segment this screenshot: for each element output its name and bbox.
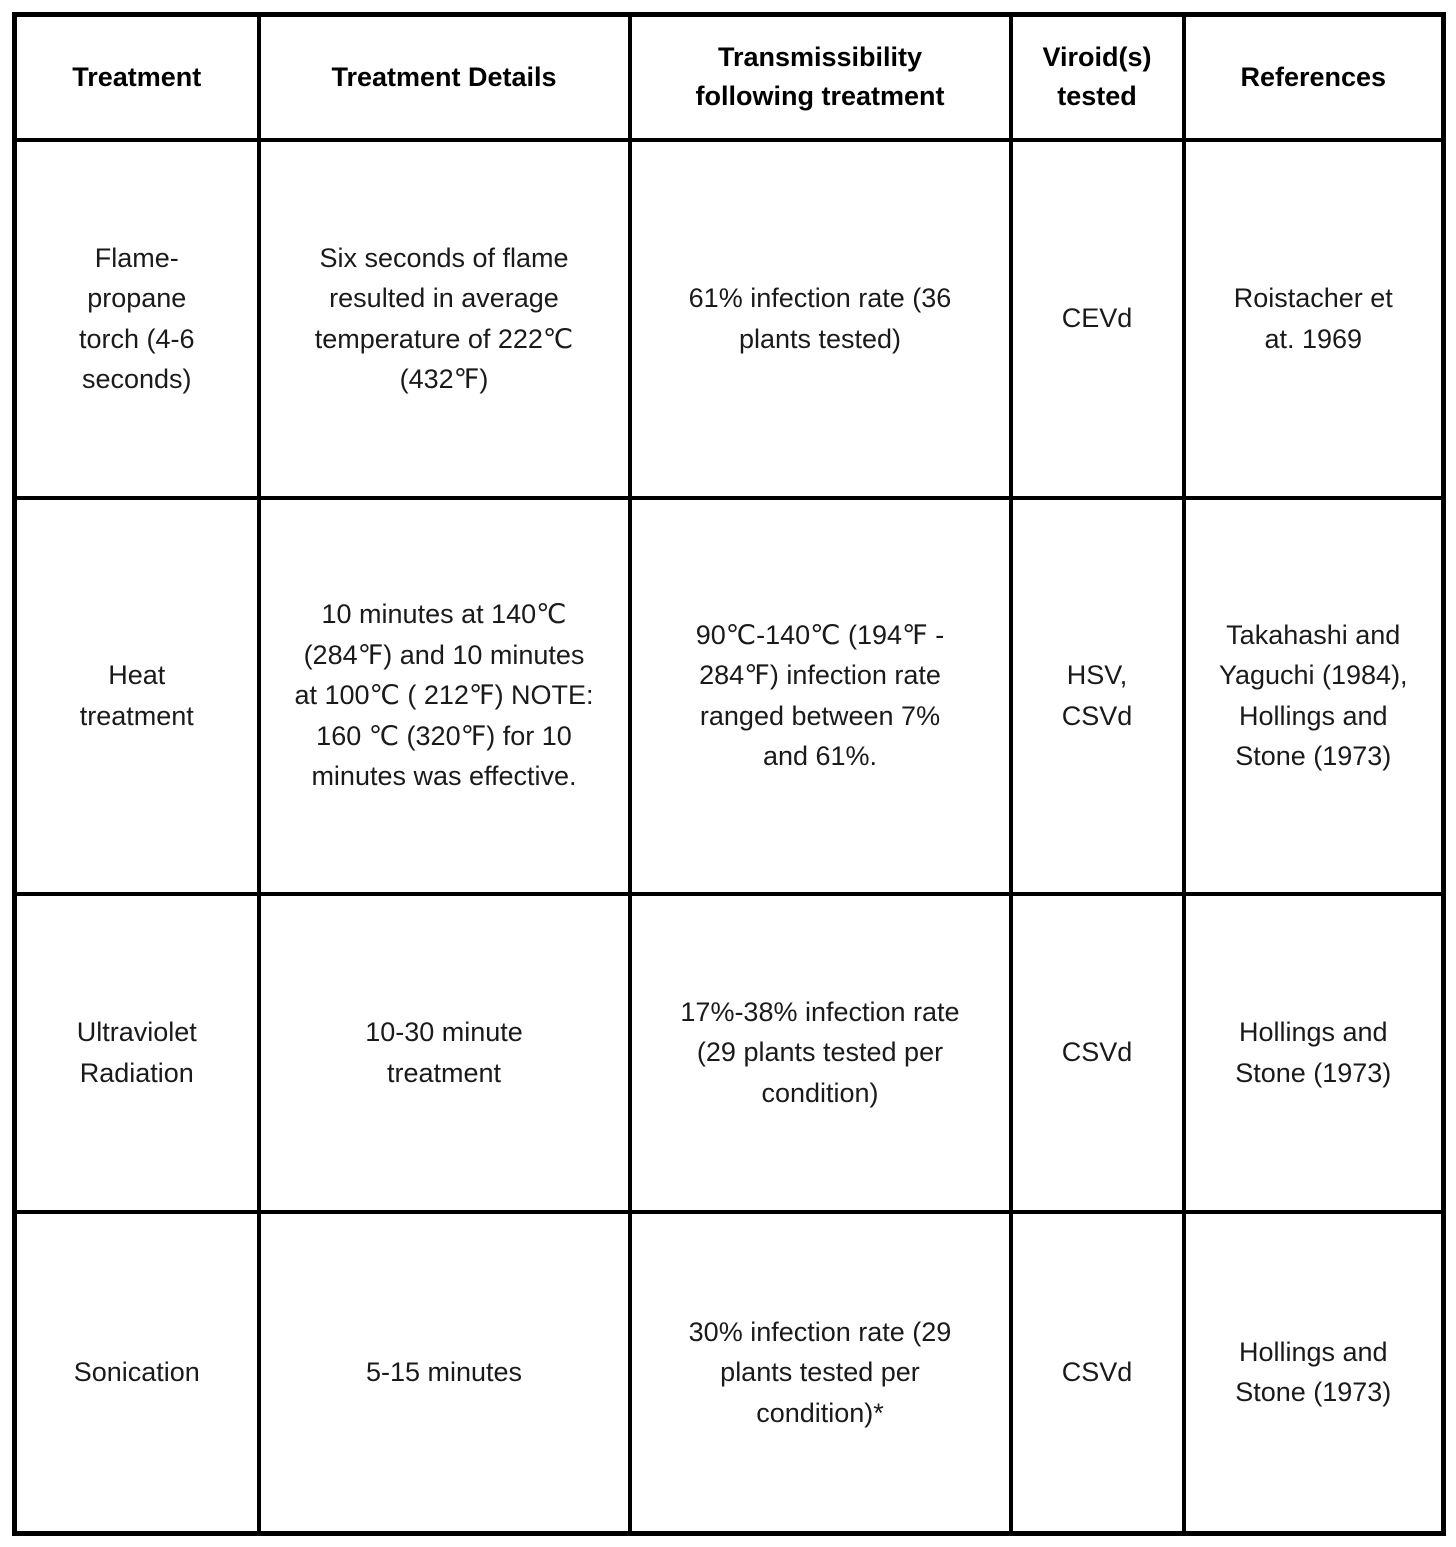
column-header-transmissibility: Transmissibility following treatment bbox=[627, 12, 1013, 142]
table-row-ultraviolet-radiation: Ultraviolet Radiation 10-30 minute treat… bbox=[12, 891, 1446, 1214]
table-header: Treatment Treatment Details Transmissibi… bbox=[12, 12, 1446, 142]
cell-viroids-tested: CEVd bbox=[1008, 137, 1186, 500]
cell-transmissibility: 61% infection rate (36 plants tested) bbox=[627, 137, 1013, 500]
cell-transmissibility: 30% infection rate (29 plants tested per… bbox=[627, 1209, 1013, 1536]
cell-treatment: Ultraviolet Radiation bbox=[12, 891, 261, 1214]
column-header-viroids-tested: Viroid(s) tested bbox=[1008, 12, 1186, 142]
cell-treatment: Heat treatment bbox=[12, 495, 261, 896]
cell-references: Hollings and Stone (1973) bbox=[1181, 1209, 1446, 1536]
table-body: Flame- propane torch (4-6 seconds) Six s… bbox=[12, 137, 1446, 1536]
table-row-sonication: Sonication 5-15 minutes 30% infection ra… bbox=[12, 1209, 1446, 1536]
cell-treatment: Sonication bbox=[12, 1209, 261, 1536]
column-header-treatment-details: Treatment Details bbox=[256, 12, 632, 142]
cell-treatment: Flame- propane torch (4-6 seconds) bbox=[12, 137, 261, 500]
cell-viroids-tested: CSVd bbox=[1008, 891, 1186, 1214]
cell-references: Roistacher et at. 1969 bbox=[1181, 137, 1446, 500]
cell-viroids-tested: CSVd bbox=[1008, 1209, 1186, 1536]
cell-treatment-details: Six seconds of flame resulted in average… bbox=[256, 137, 632, 500]
viroid-treatment-table: Treatment Treatment Details Transmissibi… bbox=[12, 12, 1446, 1536]
cell-references: Takahashi and Yaguchi (1984), Hollings a… bbox=[1181, 495, 1446, 896]
cell-references: Hollings and Stone (1973) bbox=[1181, 891, 1446, 1214]
table-row-heat-treatment: Heat treatment 10 minutes at 140℃ (284℉)… bbox=[12, 495, 1446, 896]
cell-treatment-details: 10 minutes at 140℃ (284℉) and 10 minutes… bbox=[256, 495, 632, 896]
cell-treatment-details: 5-15 minutes bbox=[256, 1209, 632, 1536]
cell-transmissibility: 17%-38% infection rate (29 plants tested… bbox=[627, 891, 1013, 1214]
table-row-flame-propane-torch: Flame- propane torch (4-6 seconds) Six s… bbox=[12, 137, 1446, 500]
column-header-references: References bbox=[1181, 12, 1446, 142]
header-row: Treatment Treatment Details Transmissibi… bbox=[12, 12, 1446, 142]
cell-viroids-tested: HSV, CSVd bbox=[1008, 495, 1186, 896]
column-header-treatment: Treatment bbox=[12, 12, 261, 142]
cell-transmissibility: 90℃-140℃ (194℉ - 284℉) infection rate ra… bbox=[627, 495, 1013, 896]
cell-treatment-details: 10-30 minute treatment bbox=[256, 891, 632, 1214]
